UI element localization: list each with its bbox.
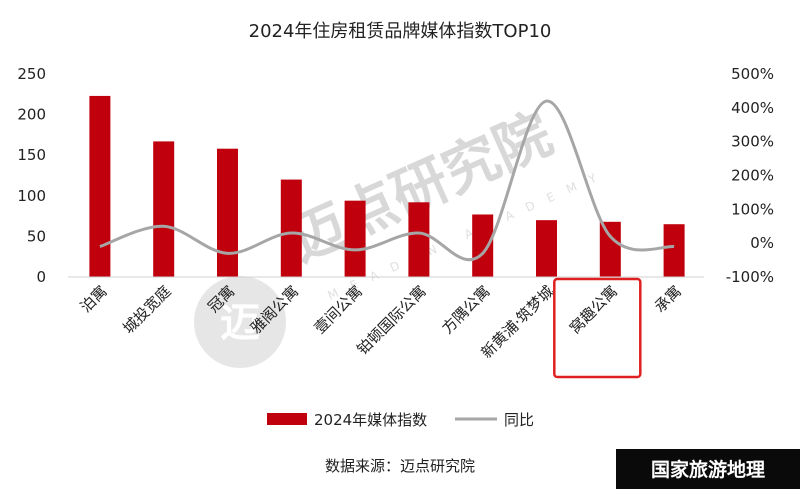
bar [536,220,557,277]
category-label: 城投宽庭 [119,282,174,337]
category-label: 承寓 [651,282,685,316]
right-tick-label: 500% [731,65,774,83]
bar [344,200,366,277]
highlight-box [553,277,642,379]
brand-badge: 国家旅游地理 [616,449,800,489]
right-tick-label: 0% [750,234,774,252]
legend-bar-swatch [267,413,307,425]
brand-badge-text: 国家旅游地理 [651,458,765,481]
bar [408,202,430,277]
right-tick-label: -100% [726,268,774,286]
left-tick-label: 100 [17,187,46,205]
category-label: 窝趣公寓 [566,282,621,337]
bar [280,179,302,277]
bar-series [89,95,685,277]
left-tick-label: 150 [17,146,46,164]
watermark-logo [194,276,286,368]
legend: 2024年媒体指数 同比 [267,411,534,429]
right-tick-label: 300% [731,133,774,151]
brand-badge-bg [616,449,800,489]
chart-title: 2024年住房租赁品牌媒体指数TOP10 [249,21,552,42]
bar [217,148,238,277]
legend-line-label: 同比 [504,411,534,429]
category-label: 方隅公寓 [438,282,493,337]
category-label: 泊寓 [77,282,111,316]
right-tick-label: 400% [731,99,774,117]
bar [663,224,685,277]
left-tick-label: 250 [17,65,46,83]
left-axis: 0 50 100 150 200 250 [17,65,46,286]
left-tick-label: 200 [17,106,46,124]
bar [153,141,175,277]
category-label: 铂顿国际公寓 [353,282,429,358]
watermark-logo-text: 迈 [220,300,260,346]
source-text: 数据来源：迈点研究院 [325,457,475,475]
bar [472,214,494,277]
right-axis: -100% 0% 100% 200% 300% 400% 500% [726,65,774,286]
left-tick-label: 0 [36,268,46,286]
bar [89,95,111,277]
right-tick-label: 100% [731,200,774,218]
left-tick-label: 50 [27,227,46,245]
bar [599,221,621,277]
legend-bar-label: 2024年媒体指数 [314,411,427,429]
yoy-line [99,99,675,262]
right-tick-label: 200% [731,167,774,185]
